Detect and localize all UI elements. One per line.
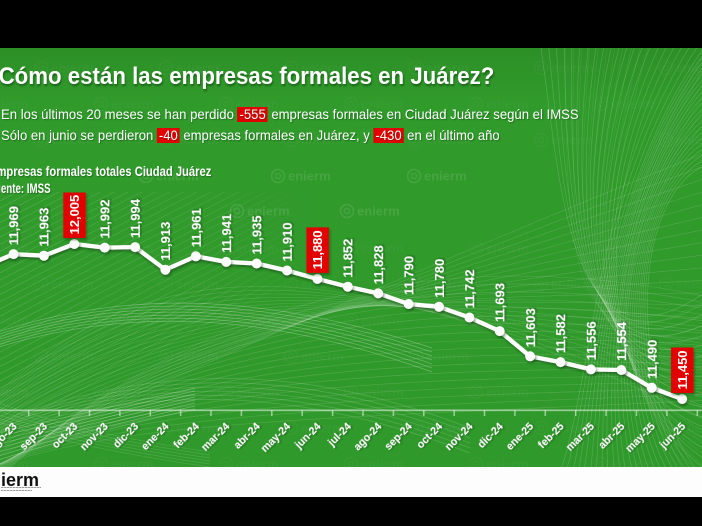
svg-text:nov-24: nov-24 <box>443 421 476 454</box>
svg-text:mar-24: mar-24 <box>199 421 232 454</box>
svg-text:jun-24: jun-24 <box>292 421 323 452</box>
svg-text:ago-24: ago-24 <box>352 421 385 454</box>
svg-text:11,994: 11,994 <box>128 198 143 238</box>
svg-text:11,450: 11,450 <box>675 350 690 389</box>
svg-text:11,992: 11,992 <box>98 200 113 239</box>
svg-text:11,490: 11,490 <box>645 340 660 379</box>
svg-text:11,935: 11,935 <box>249 215 264 254</box>
svg-text:11,910: 11,910 <box>280 222 295 261</box>
svg-text:ene-24: ene-24 <box>139 421 171 453</box>
svg-text:11,880: 11,880 <box>310 230 325 269</box>
svg-text:ago-23: ago-23 <box>0 421 20 454</box>
svg-text:dic-24: dic-24 <box>476 421 506 451</box>
svg-text:11,780: 11,780 <box>432 259 447 298</box>
svg-text:11,961: 11,961 <box>189 208 204 247</box>
svg-text:12,005: 12,005 <box>67 195 82 235</box>
svg-text:mar-25: mar-25 <box>564 421 597 454</box>
svg-text:feb-25: feb-25 <box>536 421 567 452</box>
svg-text:enierm: enierm <box>156 169 199 184</box>
svg-text:enierm: enierm <box>288 169 331 184</box>
svg-text:enierm: enierm <box>357 204 400 219</box>
svg-text:enierm: enierm <box>247 204 290 219</box>
svg-text:feb-24: feb-24 <box>171 421 202 452</box>
svg-text:11,913: 11,913 <box>158 222 173 261</box>
svg-text:11,941: 11,941 <box>219 214 234 253</box>
svg-text:dic-23: dic-23 <box>111 421 141 451</box>
svg-text:11,693: 11,693 <box>493 283 508 322</box>
svg-text:11,582: 11,582 <box>553 314 568 353</box>
svg-text:nov-23: nov-23 <box>78 421 111 454</box>
svg-text:may-25: may-25 <box>624 421 658 455</box>
svg-text:11,969: 11,969 <box>6 206 21 245</box>
svg-text:sep-23: sep-23 <box>18 421 50 453</box>
svg-text:11,742: 11,742 <box>462 269 477 308</box>
svg-text:oct-24: oct-24 <box>415 421 446 452</box>
svg-text:11,603: 11,603 <box>523 308 538 347</box>
svg-text:11,852: 11,852 <box>341 239 356 278</box>
svg-text:11,554: 11,554 <box>614 321 629 361</box>
svg-text:enierm: enierm <box>424 169 467 184</box>
svg-text:jun-25: jun-25 <box>657 421 688 452</box>
svg-text:oct-23: oct-23 <box>50 421 81 452</box>
svg-text:may-24: may-24 <box>259 421 293 455</box>
svg-text:11,963: 11,963 <box>37 208 52 247</box>
svg-text:11,556: 11,556 <box>584 321 599 360</box>
svg-text:ene-25: ene-25 <box>504 421 536 453</box>
svg-text:11,790: 11,790 <box>401 256 416 295</box>
svg-text:11,828: 11,828 <box>371 245 386 284</box>
svg-text:jul-24: jul-24 <box>325 421 354 450</box>
svg-text:sep-24: sep-24 <box>382 421 414 453</box>
